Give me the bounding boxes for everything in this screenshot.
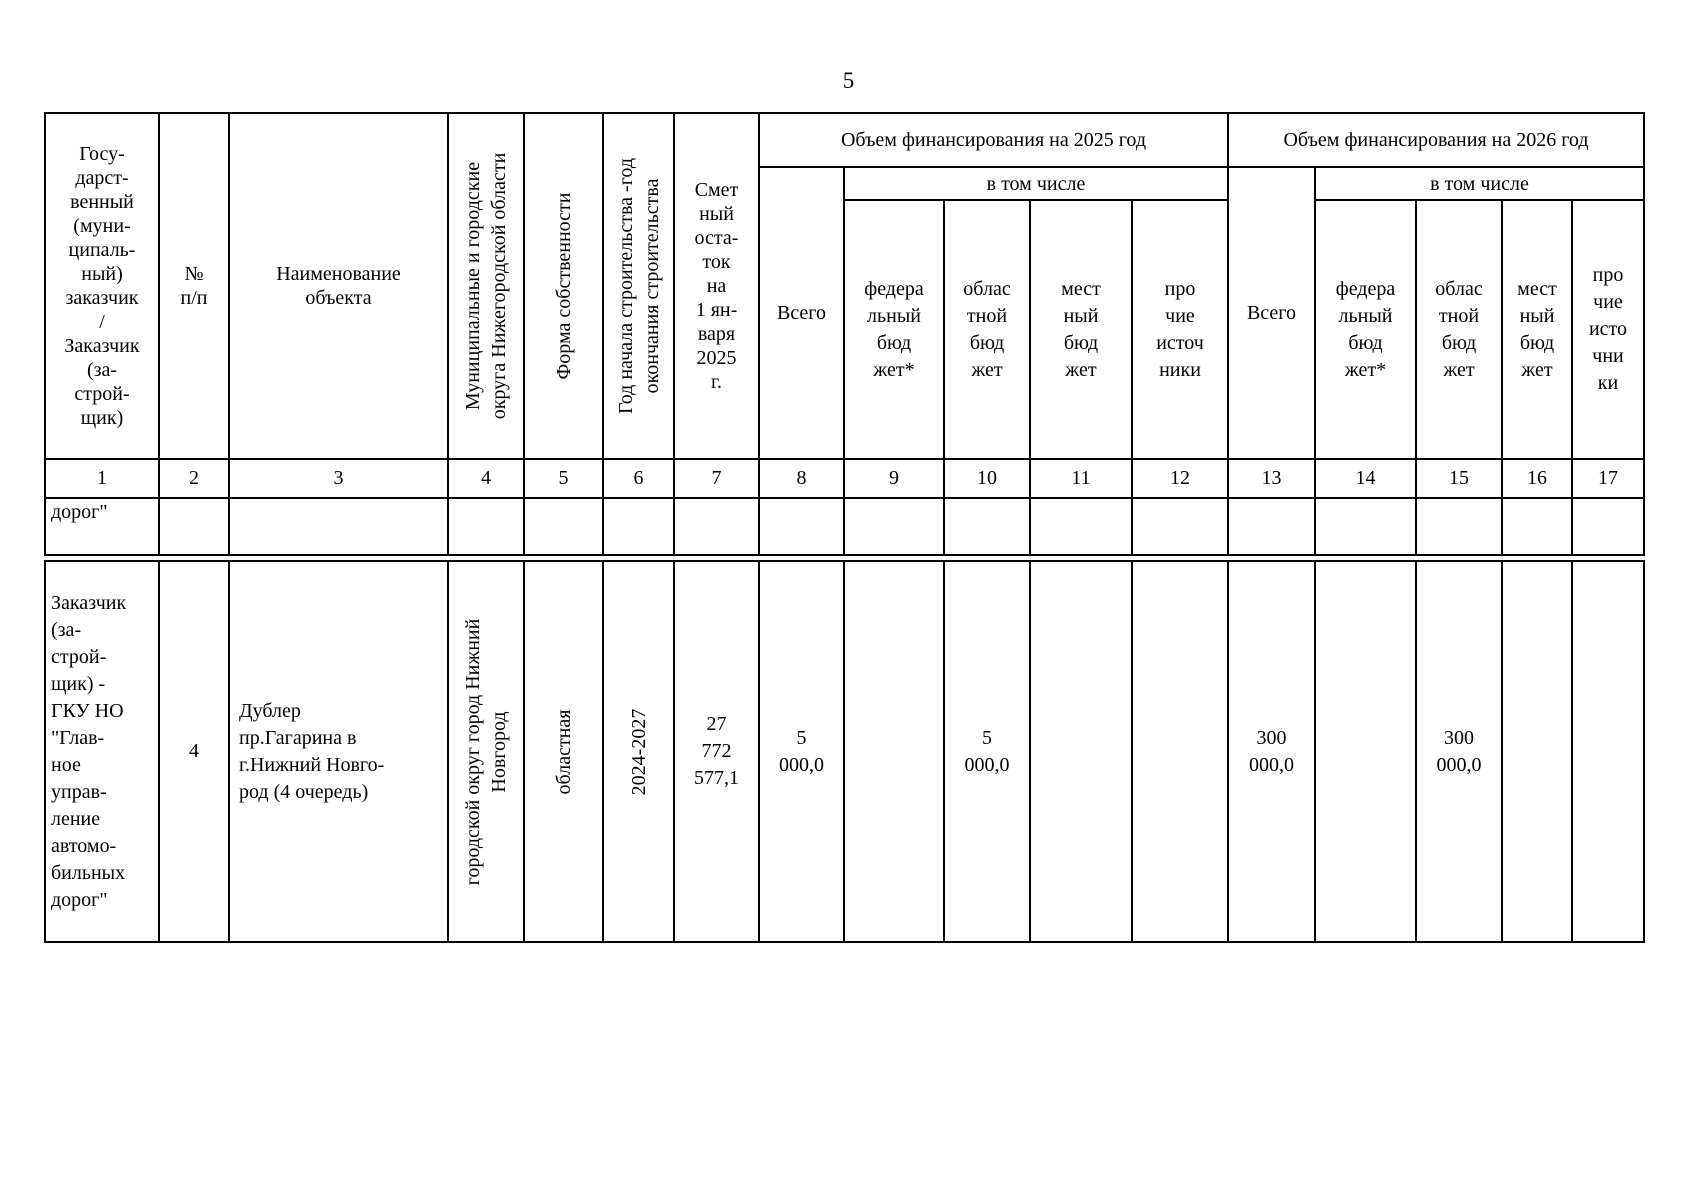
- header-including-2026: в том числе: [1314, 166, 1645, 201]
- cell-municipal-okrug: городской округ город Нижний Новгород: [447, 560, 525, 943]
- header-other-sources-2025: про чие источ ники: [1131, 199, 1229, 460]
- column-number-cell: 2: [158, 458, 230, 499]
- table-row-carryover: дорог": [44, 497, 1645, 556]
- cell-num: 4: [158, 560, 230, 943]
- header-oblast-budget-2025: облас тной бюд жет: [943, 199, 1031, 460]
- header-ownership-form-label: Форма собственности: [552, 192, 575, 380]
- column-number-cell: 3: [228, 458, 449, 499]
- column-number-cell: 9: [843, 458, 945, 499]
- cell-federal-2025: [843, 497, 945, 556]
- cell-construction-years: [602, 497, 675, 556]
- column-number-cell: 14: [1314, 458, 1417, 499]
- cell-total-2026: 300 000,0: [1227, 560, 1316, 943]
- header-total-2026: Всего: [1227, 166, 1316, 460]
- cell-construction-years: 2024-2027: [602, 560, 675, 943]
- header-row-budgets: федера льный бюд жет* облас тной бюд жет…: [45, 199, 1645, 460]
- header-object-name: Наименование объекта: [228, 112, 449, 460]
- cell-ownership-form-text: областная: [552, 709, 575, 794]
- header-municipal-okrug-label: Муниципальные и городские округа Нижегор…: [462, 152, 510, 420]
- header-financing-2025: Объем финансирования на 2025 год: [758, 112, 1229, 168]
- cell-num: [158, 497, 230, 556]
- cell-local-2026: [1501, 560, 1573, 943]
- column-number-cell: 5: [523, 458, 604, 499]
- header-customer: Госу- дарст- венный (муни- ципаль- ный) …: [44, 112, 160, 460]
- column-number-cell: 8: [758, 458, 845, 499]
- column-number-cell: 10: [943, 458, 1031, 499]
- cell-municipal-okrug: [447, 497, 525, 556]
- financing-table-data-block: Заказчик (за- строй- щик) - ГКУ НО "Глав…: [44, 560, 1645, 943]
- cell-customer: Заказчик (за- строй- щик) - ГКУ НО "Глав…: [44, 560, 160, 943]
- column-number-cell: 4: [447, 458, 525, 499]
- cell-total-2025: 5 000,0: [758, 560, 845, 943]
- column-number-cell: 15: [1415, 458, 1503, 499]
- header-federal-budget-2025: федера льный бюд жет*: [843, 199, 945, 460]
- cell-local-2025: [1029, 560, 1133, 943]
- column-number-cell: 16: [1501, 458, 1573, 499]
- column-number-cell: 1: [44, 458, 160, 499]
- header-financing-2026: Объем финансирования на 2026 год: [1227, 112, 1645, 168]
- header-construction-years: Год начала строительства -год окончания …: [602, 112, 675, 460]
- header-row-years: Госу- дарст- венный (муни- ципаль- ный) …: [44, 112, 1645, 460]
- cell-ownership-form: областная: [523, 560, 604, 943]
- column-numbers-row: 1 2 3 4 5 6 7 8 9 10 11 12 13 14 15 16 1…: [44, 458, 1645, 499]
- cell-federal-2026: [1314, 497, 1417, 556]
- cell-oblast-2025: [943, 497, 1031, 556]
- cell-local-2025: [1029, 497, 1133, 556]
- cell-total-2025: [758, 497, 845, 556]
- cell-oblast-2025: 5 000,0: [943, 560, 1031, 943]
- cell-object-name: Дублер пр.Гагарина в г.Нижний Новго- род…: [228, 560, 449, 943]
- header-oblast-budget-2026: облас тной бюд жет: [1415, 199, 1503, 460]
- cell-object-name: [228, 497, 449, 556]
- cell-oblast-2026: 300 000,0: [1415, 560, 1503, 943]
- financing-table: Госу- дарст- венный (муни- ципаль- ный) …: [44, 112, 1645, 943]
- header-estimate-balance: Смет ный оста- ток на 1 ян- варя 2025 г.: [673, 112, 760, 460]
- cell-other-2026: [1571, 497, 1645, 556]
- header-ownership-form: Форма собственности: [523, 112, 604, 460]
- cell-oblast-2026: [1415, 497, 1503, 556]
- header-federal-budget-2026: федера льный бюд жет*: [1314, 199, 1417, 460]
- cell-federal-2026: [1314, 560, 1417, 943]
- cell-estimate-balance: 27 772 577,1: [673, 560, 760, 943]
- header-municipal-okrug: Муниципальные и городские округа Нижегор…: [447, 112, 525, 460]
- cell-municipal-okrug-text: городской округ город Нижний Новгород: [462, 618, 510, 885]
- header-local-budget-2026: мест ный бюд жет: [1501, 199, 1573, 460]
- header-row-number: № п/п: [158, 112, 230, 460]
- header-local-budget-2025: мест ный бюд жет: [1029, 199, 1133, 460]
- cell-other-2026: [1571, 560, 1645, 943]
- cell-estimate-balance: [673, 497, 760, 556]
- cell-ownership-form: [523, 497, 604, 556]
- header-other-sources-2026: про чие исто чни ки: [1571, 199, 1645, 460]
- header-construction-years-label: Год начала строительства -год окончания …: [614, 157, 663, 415]
- cell-other-2025: [1131, 497, 1229, 556]
- column-number-cell: 13: [1227, 458, 1316, 499]
- column-number-cell: 12: [1131, 458, 1229, 499]
- column-number-cell: 17: [1571, 458, 1645, 499]
- cell-other-2025: [1131, 560, 1229, 943]
- cell-construction-years-text: 2024-2027: [627, 708, 650, 795]
- column-number-cell: 7: [673, 458, 760, 499]
- table-row-object-4: Заказчик (за- строй- щик) - ГКУ НО "Глав…: [44, 560, 1645, 943]
- header-including-2025: в том числе: [843, 166, 1229, 201]
- page-number: 5: [842, 68, 855, 93]
- cell-total-2026: [1227, 497, 1316, 556]
- financing-table-top-block: Госу- дарст- венный (муни- ципаль- ный) …: [44, 112, 1645, 556]
- column-number-cell: 11: [1029, 458, 1133, 499]
- cell-federal-2025: [843, 560, 945, 943]
- cell-local-2026: [1501, 497, 1573, 556]
- header-total-2025: Всего: [758, 166, 845, 460]
- cell-customer: дорог": [44, 497, 160, 556]
- header-row-including: Всего в том числе Всего в том числе: [45, 166, 1645, 460]
- column-number-cell: 6: [602, 458, 675, 499]
